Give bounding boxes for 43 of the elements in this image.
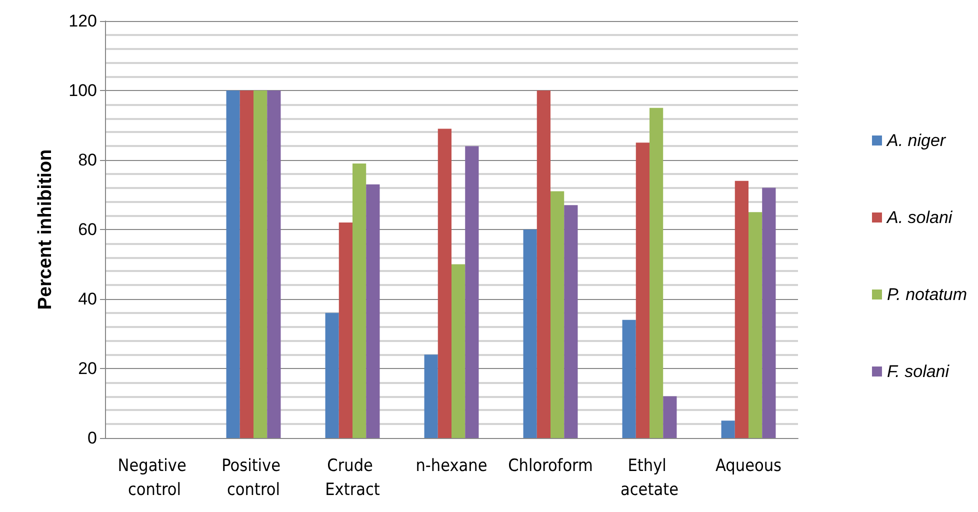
- bar: [734, 180, 748, 438]
- y-tick-label: 40: [78, 290, 97, 308]
- y-tick-label: 20: [78, 359, 97, 378]
- legend-label: P. notatum: [886, 285, 968, 304]
- bar: [352, 163, 366, 438]
- y-tick-label: 120: [68, 12, 97, 30]
- bar: [325, 312, 339, 438]
- legend-label: A. niger: [886, 131, 947, 150]
- legend-label: A. solani: [886, 208, 954, 227]
- bar: [523, 230, 537, 438]
- bar: [338, 222, 352, 438]
- x-tick-label: Chloroform: [508, 456, 593, 476]
- bar: [254, 90, 268, 438]
- bar: [424, 354, 438, 438]
- bar: [465, 146, 479, 438]
- y-tick-label: 100: [68, 81, 97, 100]
- bar: [240, 90, 254, 438]
- bar: [762, 188, 776, 438]
- bar: [366, 184, 380, 438]
- bar: [452, 264, 466, 438]
- x-tick-label: Aqueous: [716, 456, 782, 476]
- y-tick-label: 60: [78, 220, 97, 239]
- bar: [748, 212, 762, 438]
- bar: [438, 128, 452, 438]
- bar: [650, 108, 664, 438]
- bar: [550, 191, 564, 438]
- y-tick-label: 0: [88, 428, 97, 448]
- bar: [636, 142, 650, 438]
- y-tick-label: 80: [78, 150, 97, 170]
- legend-label: F. solani: [886, 362, 950, 381]
- x-tick-label: n-hexane: [416, 456, 488, 476]
- bar: [564, 205, 578, 438]
- bar: [536, 90, 550, 438]
- x-tick-label: Positive control: [222, 456, 286, 500]
- bar: [267, 90, 281, 438]
- y-axis-title: Percent inhibition: [35, 149, 56, 310]
- bar: [663, 396, 677, 438]
- x-tick-label: Negative control: [118, 456, 192, 500]
- x-tick-label: Crude Extract: [325, 456, 380, 500]
- bar: [622, 320, 636, 438]
- x-tick-label: Ethyl acetate: [620, 456, 678, 500]
- bar: [226, 90, 240, 438]
- bar: [721, 420, 735, 438]
